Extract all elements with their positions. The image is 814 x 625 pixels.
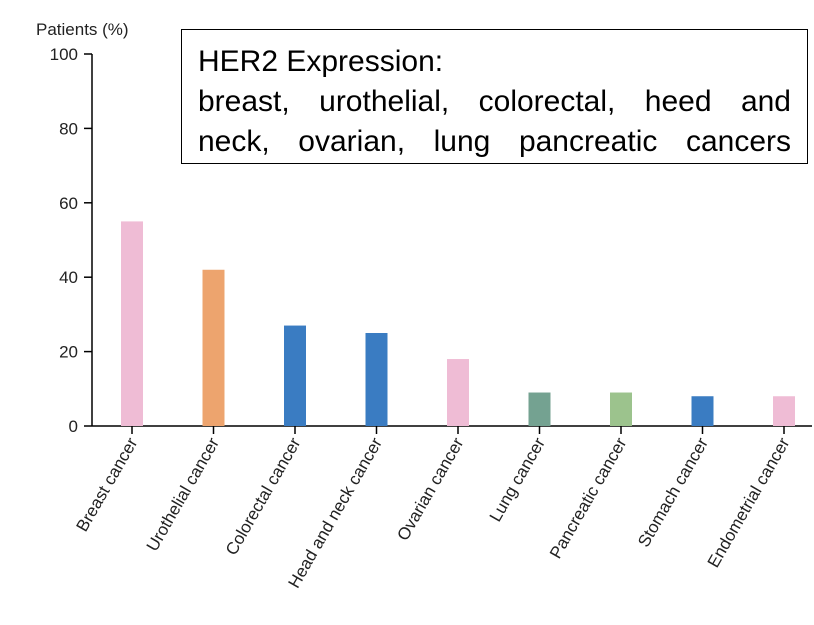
bar: [691, 396, 714, 426]
bar: [610, 392, 632, 426]
y-tick-label: 60: [59, 194, 78, 213]
bar: [365, 333, 388, 426]
y-tick-label: 100: [50, 45, 78, 64]
bar: [447, 359, 469, 426]
bar: [773, 396, 795, 426]
bar: [121, 221, 143, 426]
x-tick-label: Colorectal cancer: [222, 434, 305, 558]
y-axis-title: Patients (%): [36, 20, 129, 39]
annotation-line-1: HER2 Expression:: [198, 45, 444, 78]
annotation-line-3: neck, ovarian, lung pancreatic cancers: [198, 125, 791, 158]
x-axis-labels: Breast cancer Urothelial cancerColorectal…: [73, 426, 794, 591]
bars: [121, 221, 795, 426]
y-tick-label: 40: [59, 268, 78, 287]
bar: [284, 325, 306, 426]
x-tick-label: Breast cancer: [73, 434, 142, 535]
y-tick-label: 80: [59, 119, 78, 138]
x-tick-label: Stomach cancer: [634, 434, 712, 550]
x-tick-label: Endometrial cancer: [704, 434, 794, 571]
y-axis-ticks: 0 20 40 60 80 100: [50, 45, 92, 436]
x-tick-label: Ovarian cancer: [393, 434, 467, 544]
x-tick-label: Head and neck cancer: [284, 434, 386, 591]
y-tick-label: 0: [69, 417, 78, 436]
bar: [528, 392, 551, 426]
annotation-line-2: breast, urothelial, colorectal, heed and: [198, 85, 791, 118]
annotation-box: HER2 Expression: breast, urothelial, col…: [181, 29, 808, 164]
x-tick-label: Urothelial cancer: [143, 434, 223, 554]
x-tick-label: Lung cancer: [486, 434, 549, 525]
x-tick-label: Pancreatic cancer: [546, 434, 631, 562]
bar: [202, 269, 225, 426]
y-tick-label: 20: [59, 343, 78, 362]
